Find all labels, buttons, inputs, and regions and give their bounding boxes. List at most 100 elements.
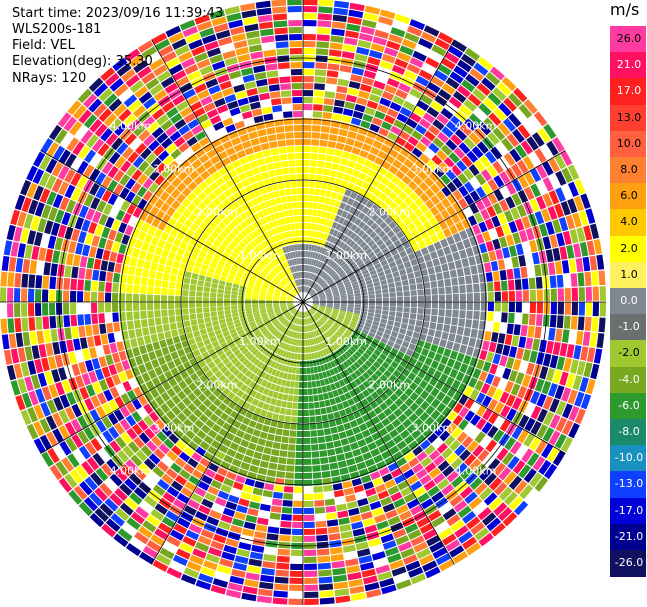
range-gate	[566, 244, 575, 259]
range-gate	[375, 251, 384, 259]
range-gate	[141, 46, 157, 59]
range-gate	[319, 139, 328, 147]
range-gate	[314, 373, 320, 380]
range-gate	[165, 510, 179, 522]
range-gate	[282, 308, 288, 313]
range-gate	[394, 13, 411, 25]
range-gate	[40, 401, 51, 417]
range-gate	[323, 285, 329, 290]
range-gate	[317, 289, 323, 294]
range-gate	[318, 576, 333, 584]
range-gate	[436, 248, 445, 258]
range-gate	[196, 307, 203, 314]
range-gate	[26, 423, 39, 440]
range-gate	[310, 153, 318, 160]
range-gate	[417, 302, 424, 308]
range-gate	[269, 455, 279, 463]
range-gate	[133, 311, 140, 320]
range-gate	[143, 335, 152, 345]
range-gate	[320, 407, 327, 415]
range-gate	[277, 182, 285, 190]
range-gate	[407, 135, 419, 147]
range-gate	[279, 263, 284, 271]
range-gate	[315, 276, 320, 282]
range-gate	[165, 410, 176, 421]
range-gate	[166, 486, 180, 498]
range-gate	[542, 161, 554, 176]
range-gate	[66, 137, 80, 152]
range-gate	[351, 146, 361, 156]
range-gate	[326, 303, 333, 306]
range-gate	[253, 451, 263, 460]
range-gate	[232, 159, 242, 169]
range-gate	[352, 253, 359, 261]
range-gate	[449, 71, 464, 84]
range-gate	[115, 436, 127, 449]
range-gate	[231, 345, 239, 353]
range-gate	[86, 134, 99, 149]
range-gate	[255, 281, 262, 286]
range-gate	[59, 196, 70, 211]
range-gate	[410, 573, 427, 585]
range-gate	[291, 188, 297, 195]
range-gate	[227, 391, 236, 400]
range-gate	[139, 500, 154, 514]
range-gate	[64, 327, 72, 340]
range-gate	[303, 97, 313, 104]
range-gate	[64, 421, 77, 436]
range-gate	[290, 345, 294, 352]
range-gate	[378, 427, 388, 437]
range-gate	[456, 268, 464, 277]
range-gate	[65, 437, 78, 452]
range-gate	[307, 272, 311, 279]
range-gate	[392, 434, 403, 445]
range-gate	[247, 353, 255, 361]
range-gate	[176, 492, 190, 504]
range-gate	[437, 131, 449, 144]
range-gate	[303, 339, 306, 346]
range-gate	[272, 13, 288, 21]
range-gate	[275, 310, 282, 315]
range-gate	[393, 119, 405, 130]
range-gate	[252, 304, 259, 308]
range-gate	[83, 193, 95, 207]
range-gate	[146, 539, 162, 553]
range-gate	[449, 545, 465, 558]
range-gate	[339, 363, 347, 371]
range-gate	[554, 154, 567, 170]
range-gate	[315, 217, 321, 224]
range-gate	[327, 330, 333, 337]
range-gate	[203, 159, 214, 170]
range-gate	[176, 182, 187, 193]
range-gate	[329, 169, 338, 178]
range-gate	[111, 241, 121, 253]
range-gate	[178, 380, 188, 390]
range-gate	[59, 394, 71, 409]
range-gate	[145, 214, 155, 225]
range-gate	[161, 280, 169, 288]
range-gate	[231, 377, 240, 386]
range-gate	[533, 111, 548, 127]
range-gate	[189, 424, 200, 435]
range-gate	[72, 141, 85, 156]
range-gate	[313, 230, 318, 238]
range-gate	[364, 236, 372, 244]
range-gate	[272, 391, 279, 399]
range-gate	[560, 150, 573, 167]
range-gate	[326, 147, 335, 156]
range-gate	[47, 235, 57, 249]
range-gate	[371, 324, 379, 331]
range-gate	[522, 241, 531, 254]
range-gate	[196, 302, 203, 308]
range-gate	[14, 288, 21, 302]
range-gate	[480, 302, 487, 311]
range-gate	[279, 317, 286, 323]
range-gate	[317, 277, 322, 284]
range-gate	[399, 403, 409, 413]
range-gate	[254, 204, 262, 213]
range-gate	[133, 293, 140, 302]
range-gate	[260, 336, 267, 344]
range-gate	[233, 236, 242, 244]
range-gate	[355, 178, 364, 187]
range-gate	[123, 113, 137, 127]
